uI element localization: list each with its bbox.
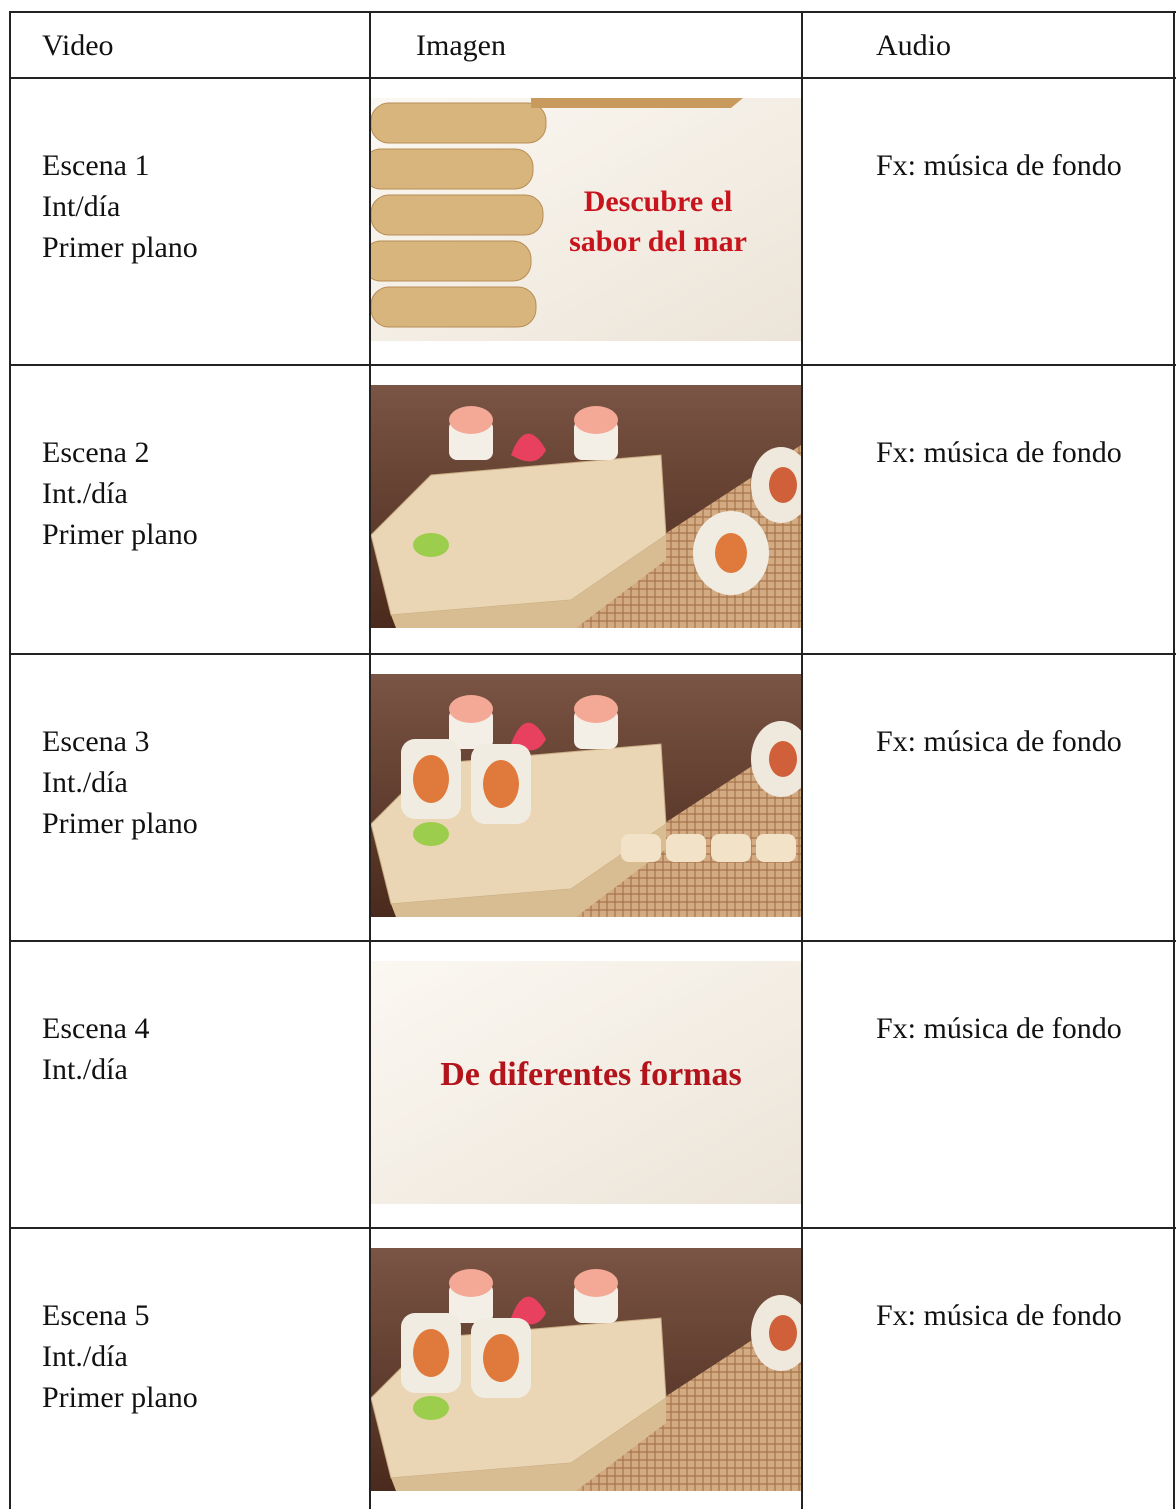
wasabi (413, 1396, 449, 1420)
sushi-filling (715, 533, 747, 573)
wood-stick (666, 834, 706, 862)
wood-stick (371, 286, 537, 328)
wood-stick (371, 194, 544, 236)
shrimp-topping (574, 406, 618, 434)
sushi-filling (413, 755, 449, 803)
ginger (511, 433, 546, 462)
wood-stick (756, 834, 796, 862)
video-line: Int./día (42, 1053, 128, 1086)
audio-text: Fx: música de fondo (876, 725, 1122, 758)
ginger (511, 722, 546, 751)
wood-stick (711, 834, 751, 862)
column-border (9, 11, 11, 1509)
sushi-filling (413, 1329, 449, 1377)
wood-stick (371, 102, 547, 144)
column-border (801, 11, 803, 1509)
wood-stick (371, 148, 534, 190)
shrimp-topping (449, 695, 493, 723)
shrimp-topping (449, 1269, 493, 1297)
image-caption: sabor del mar (569, 225, 747, 258)
video-line: Escena 1 (42, 149, 150, 182)
scene-image: Descubre el sabor del mar (371, 98, 801, 341)
scene-image (371, 674, 801, 917)
video-line: Escena 3 (42, 725, 150, 758)
header-cell: Audio (876, 29, 951, 62)
video-line: Primer plano (42, 518, 198, 551)
video-line: Escena 2 (42, 436, 150, 469)
audio-text: Fx: música de fondo (876, 436, 1122, 469)
video-line: Int./día (42, 1340, 128, 1373)
tray-side (391, 824, 666, 917)
column-border (369, 11, 371, 1509)
wasabi (413, 533, 449, 557)
image-caption: Descubre el (584, 185, 733, 218)
tray-side (391, 1398, 666, 1491)
header-cell: Imagen (416, 29, 506, 62)
shrimp-topping (574, 1269, 618, 1297)
video-line: Primer plano (42, 807, 198, 840)
wasabi (413, 822, 449, 846)
row-border (10, 1227, 1176, 1229)
video-line: Escena 5 (42, 1299, 150, 1332)
tray-side (391, 535, 666, 628)
row-border (10, 11, 1176, 13)
scene-image (371, 385, 801, 628)
wood-stick (531, 98, 743, 108)
audio-text: Fx: música de fondo (876, 1299, 1122, 1332)
sushi-filling (483, 1334, 519, 1382)
row-border (10, 653, 1176, 655)
audio-text: Fx: música de fondo (876, 1012, 1122, 1045)
video-line: Primer plano (42, 231, 198, 264)
row-border (10, 364, 1176, 366)
video-line: Int./día (42, 477, 128, 510)
image-caption: De diferentes formas (440, 1056, 742, 1093)
sushi-filling (769, 1315, 797, 1351)
video-line: Escena 4 (42, 1012, 150, 1045)
wood-stick (621, 834, 661, 862)
row-border (10, 77, 1176, 79)
shrimp-topping (574, 695, 618, 723)
wood-stick (371, 240, 532, 282)
sushi-filling (769, 741, 797, 777)
video-line: Int./día (42, 766, 128, 799)
sushi-filling (483, 760, 519, 808)
ginger (511, 1296, 546, 1325)
sushi-filling (769, 467, 797, 503)
row-border (10, 940, 1176, 942)
scene-image: De diferentes formas (371, 961, 801, 1204)
scene-image (371, 1248, 801, 1491)
shrimp-topping (449, 406, 493, 434)
audio-text: Fx: música de fondo (876, 149, 1122, 182)
video-line: Int/día (42, 190, 121, 223)
video-line: Primer plano (42, 1381, 198, 1414)
column-border (1173, 11, 1175, 1509)
image-background (371, 961, 801, 1204)
header-cell: Video (42, 29, 114, 62)
